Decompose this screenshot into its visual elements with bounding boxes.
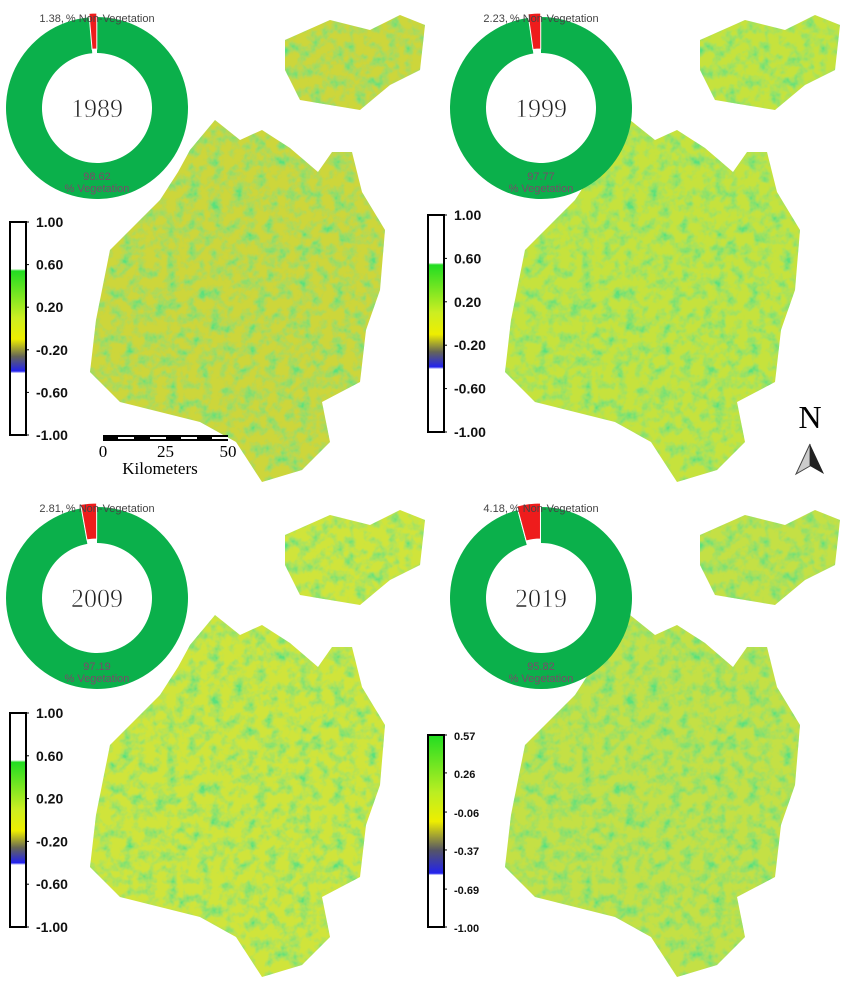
north-arrow: N [796, 399, 824, 474]
colorbar-tick-label: -0.60 [36, 876, 68, 892]
scale-bar-segment [118, 437, 134, 439]
colorbar-tick-label: -0.06 [454, 808, 479, 820]
colorbar-tick-label: -0.60 [36, 384, 68, 400]
year-label: 2019 [515, 584, 567, 613]
category-label: % Non-Vegetation [510, 503, 599, 515]
non-vegetation-label: 2.23,% Non-Vegetation [483, 13, 598, 25]
colorbar-tick-label: -1.00 [454, 424, 486, 440]
arrow-left [796, 444, 810, 474]
category-label: % Vegetation [65, 183, 130, 195]
colorbar-tick-label: -0.60 [454, 381, 486, 397]
colorbar [10, 222, 26, 435]
colorbar-tick-label: 1.00 [454, 207, 481, 223]
colorbar-tick-label: 0.60 [454, 250, 481, 266]
colorbar-tick-label: -1.00 [454, 923, 479, 935]
colorbar [10, 713, 26, 927]
colorbar-tick-label: 1.00 [36, 705, 63, 721]
colorbar-tick-label: -1.00 [36, 919, 68, 935]
value-label: 1.38, [39, 13, 63, 25]
figure: Kilometers N 0255019891.38,% Non-Vegetat… [0, 0, 844, 989]
colorbar-tick-label: 0.60 [36, 257, 63, 273]
colorbar-tick-label: 1.00 [36, 214, 63, 230]
colorbar-tick-label: -0.20 [36, 342, 68, 358]
colorbar-tick-label: 0.26 [454, 769, 475, 781]
non-vegetation-label: 4.18,% Non-Vegetation [483, 503, 598, 515]
scale-bar-segment [181, 437, 197, 439]
colorbar [428, 735, 444, 927]
value-label: 97.77 [527, 171, 555, 183]
colorbar-tick-label: 0.57 [454, 731, 475, 743]
non-vegetation-label: 2.81,% Non-Vegetation [39, 503, 154, 515]
north-label: N [798, 399, 821, 435]
ndvi-map [505, 510, 840, 977]
scale-tick-label: 0 [99, 442, 108, 461]
value-label: 2.23, [483, 13, 507, 25]
category-label: % Non-Vegetation [510, 13, 599, 25]
non-vegetation-label: 1.38,% Non-Vegetation [39, 13, 154, 25]
colorbar-tick-label: 0.20 [36, 299, 63, 315]
ndvi-map [90, 510, 425, 977]
value-label: 95.82 [527, 661, 555, 673]
colorbar-tick-label: -1.00 [36, 427, 68, 443]
colorbar [428, 215, 444, 432]
year-label: 1999 [515, 94, 567, 123]
value-label: 97.19 [83, 661, 111, 673]
arrow-right [810, 444, 824, 474]
value-label: 2.81, [39, 503, 63, 515]
ndvi-map [505, 15, 840, 482]
colorbar-tick-label: -0.20 [36, 833, 68, 849]
ndvi-map [90, 15, 425, 482]
scale-tick-label: 25 [157, 442, 174, 461]
scale-bar-segment [150, 437, 166, 439]
colorbar-tick-label: -0.69 [454, 885, 479, 897]
colorbar-tick-label: 0.20 [454, 294, 481, 310]
category-label: % Vegetation [509, 673, 574, 685]
year-label: 1989 [71, 94, 123, 123]
category-label: % Non-Vegetation [66, 503, 155, 515]
colorbar-tick-label: -0.20 [454, 337, 486, 353]
colorbar-tick-label: -0.37 [454, 846, 479, 858]
value-label: 4.18, [483, 503, 507, 515]
scale-tick-label: 50 [220, 442, 237, 461]
category-label: % Vegetation [65, 673, 130, 685]
category-label: % Non-Vegetation [66, 13, 155, 25]
scale-bar-segment [212, 437, 228, 439]
year-label: 2009 [71, 584, 123, 613]
category-label: % Vegetation [509, 183, 574, 195]
colorbar-tick-label: 0.60 [36, 748, 63, 764]
colorbar-tick-label: 0.20 [36, 791, 63, 807]
maps [90, 15, 840, 977]
scale-unit: Kilometers [122, 459, 198, 478]
value-label: 98.62 [83, 171, 111, 183]
